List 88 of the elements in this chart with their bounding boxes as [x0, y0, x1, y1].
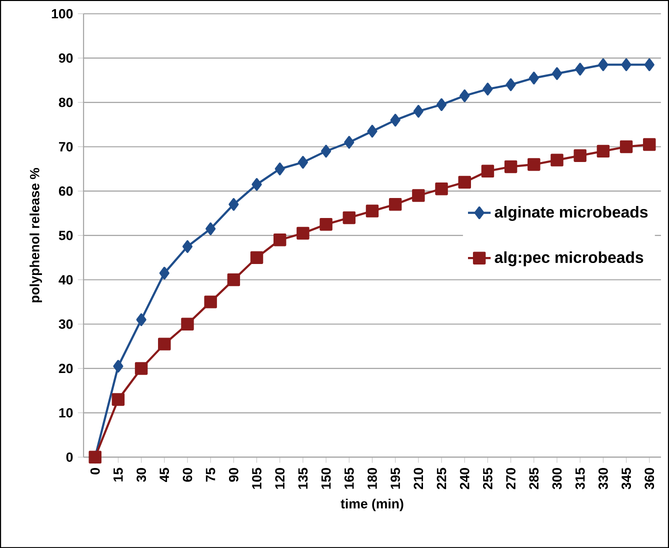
x-tick-label: 360	[644, 468, 654, 490]
x-tick-label: 300	[552, 468, 562, 490]
x-tick-label: 270	[506, 468, 516, 490]
y-tick-label: 30	[58, 319, 73, 329]
point	[481, 164, 494, 178]
y-tick-label: 90	[58, 53, 73, 63]
y-tick-label: 70	[59, 142, 73, 152]
point	[574, 149, 586, 162]
point	[575, 62, 586, 76]
point	[460, 89, 470, 102]
point	[552, 67, 562, 80]
point	[181, 318, 194, 330]
x-tick-label: 345	[622, 468, 631, 490]
legend-label: alg:pec microbeads	[494, 251, 644, 266]
x-axis-title: time (min)	[340, 498, 404, 511]
point	[367, 124, 378, 138]
point	[250, 251, 264, 264]
point	[643, 138, 656, 151]
x-tick-label: 0	[90, 468, 100, 474]
y-tick-label: 50	[58, 230, 73, 240]
legend-label: alginate microbeads	[494, 206, 648, 221]
x-tick-label: 135	[298, 468, 308, 489]
point	[435, 182, 448, 196]
point	[158, 338, 171, 350]
point	[134, 362, 148, 375]
point	[504, 160, 518, 173]
point	[528, 72, 539, 84]
x-tick-label: 210	[414, 468, 424, 490]
point	[436, 98, 447, 111]
point	[298, 156, 308, 169]
x-tick-label: 60	[182, 468, 192, 482]
point	[458, 176, 471, 188]
y-tick-label: 0	[66, 452, 73, 462]
point	[344, 136, 354, 149]
x-tick-label: 45	[160, 468, 170, 482]
x-tick-label: 30	[136, 468, 146, 482]
point	[482, 82, 493, 96]
y-tick-label: 10	[59, 408, 73, 418]
point	[550, 154, 564, 166]
x-tick-label: 105	[252, 468, 262, 489]
point	[390, 114, 400, 126]
point	[413, 104, 424, 118]
point	[366, 204, 379, 218]
x-tick-label: 315	[575, 468, 585, 490]
point	[204, 295, 217, 308]
x-tick-label: 255	[483, 468, 492, 490]
x-tick-label: 285	[529, 468, 539, 490]
point	[227, 273, 240, 286]
x-tick-label: 150	[321, 468, 331, 489]
point	[596, 144, 610, 158]
point	[159, 266, 170, 280]
point	[528, 158, 540, 171]
point	[273, 233, 286, 246]
point	[388, 198, 402, 211]
point	[296, 226, 310, 240]
y-tick-label: 80	[58, 98, 73, 107]
point	[621, 58, 632, 71]
y-tick-label: 60	[58, 186, 73, 196]
y-tick-label: 40	[58, 274, 73, 284]
point	[321, 144, 332, 158]
point	[252, 178, 262, 191]
point	[274, 162, 285, 176]
x-tick-label: 120	[275, 468, 285, 489]
x-tick-label: 330	[598, 468, 608, 490]
point	[320, 218, 332, 231]
point	[182, 240, 193, 253]
x-tick-label: 225	[436, 468, 446, 490]
y-axis-title: polyphenol release %	[30, 168, 42, 302]
point	[206, 222, 216, 236]
point	[342, 211, 356, 224]
point	[112, 393, 125, 406]
point	[412, 189, 425, 202]
x-tick-label: 90	[228, 468, 238, 482]
x-tick-label: 75	[206, 468, 216, 482]
point	[506, 78, 516, 91]
point	[598, 58, 608, 71]
point	[644, 58, 654, 71]
point	[620, 140, 633, 154]
x-tick-label: 15	[114, 468, 123, 482]
x-tick-label: 180	[368, 468, 377, 489]
x-tick-label: 195	[390, 468, 400, 489]
point	[113, 360, 124, 372]
x-tick-label: 165	[344, 468, 354, 489]
point	[136, 313, 146, 326]
y-tick-label: 20	[58, 364, 73, 374]
x-tick-label: 240	[460, 468, 470, 490]
point	[228, 198, 239, 211]
y-tick-label: 100	[52, 8, 73, 18]
